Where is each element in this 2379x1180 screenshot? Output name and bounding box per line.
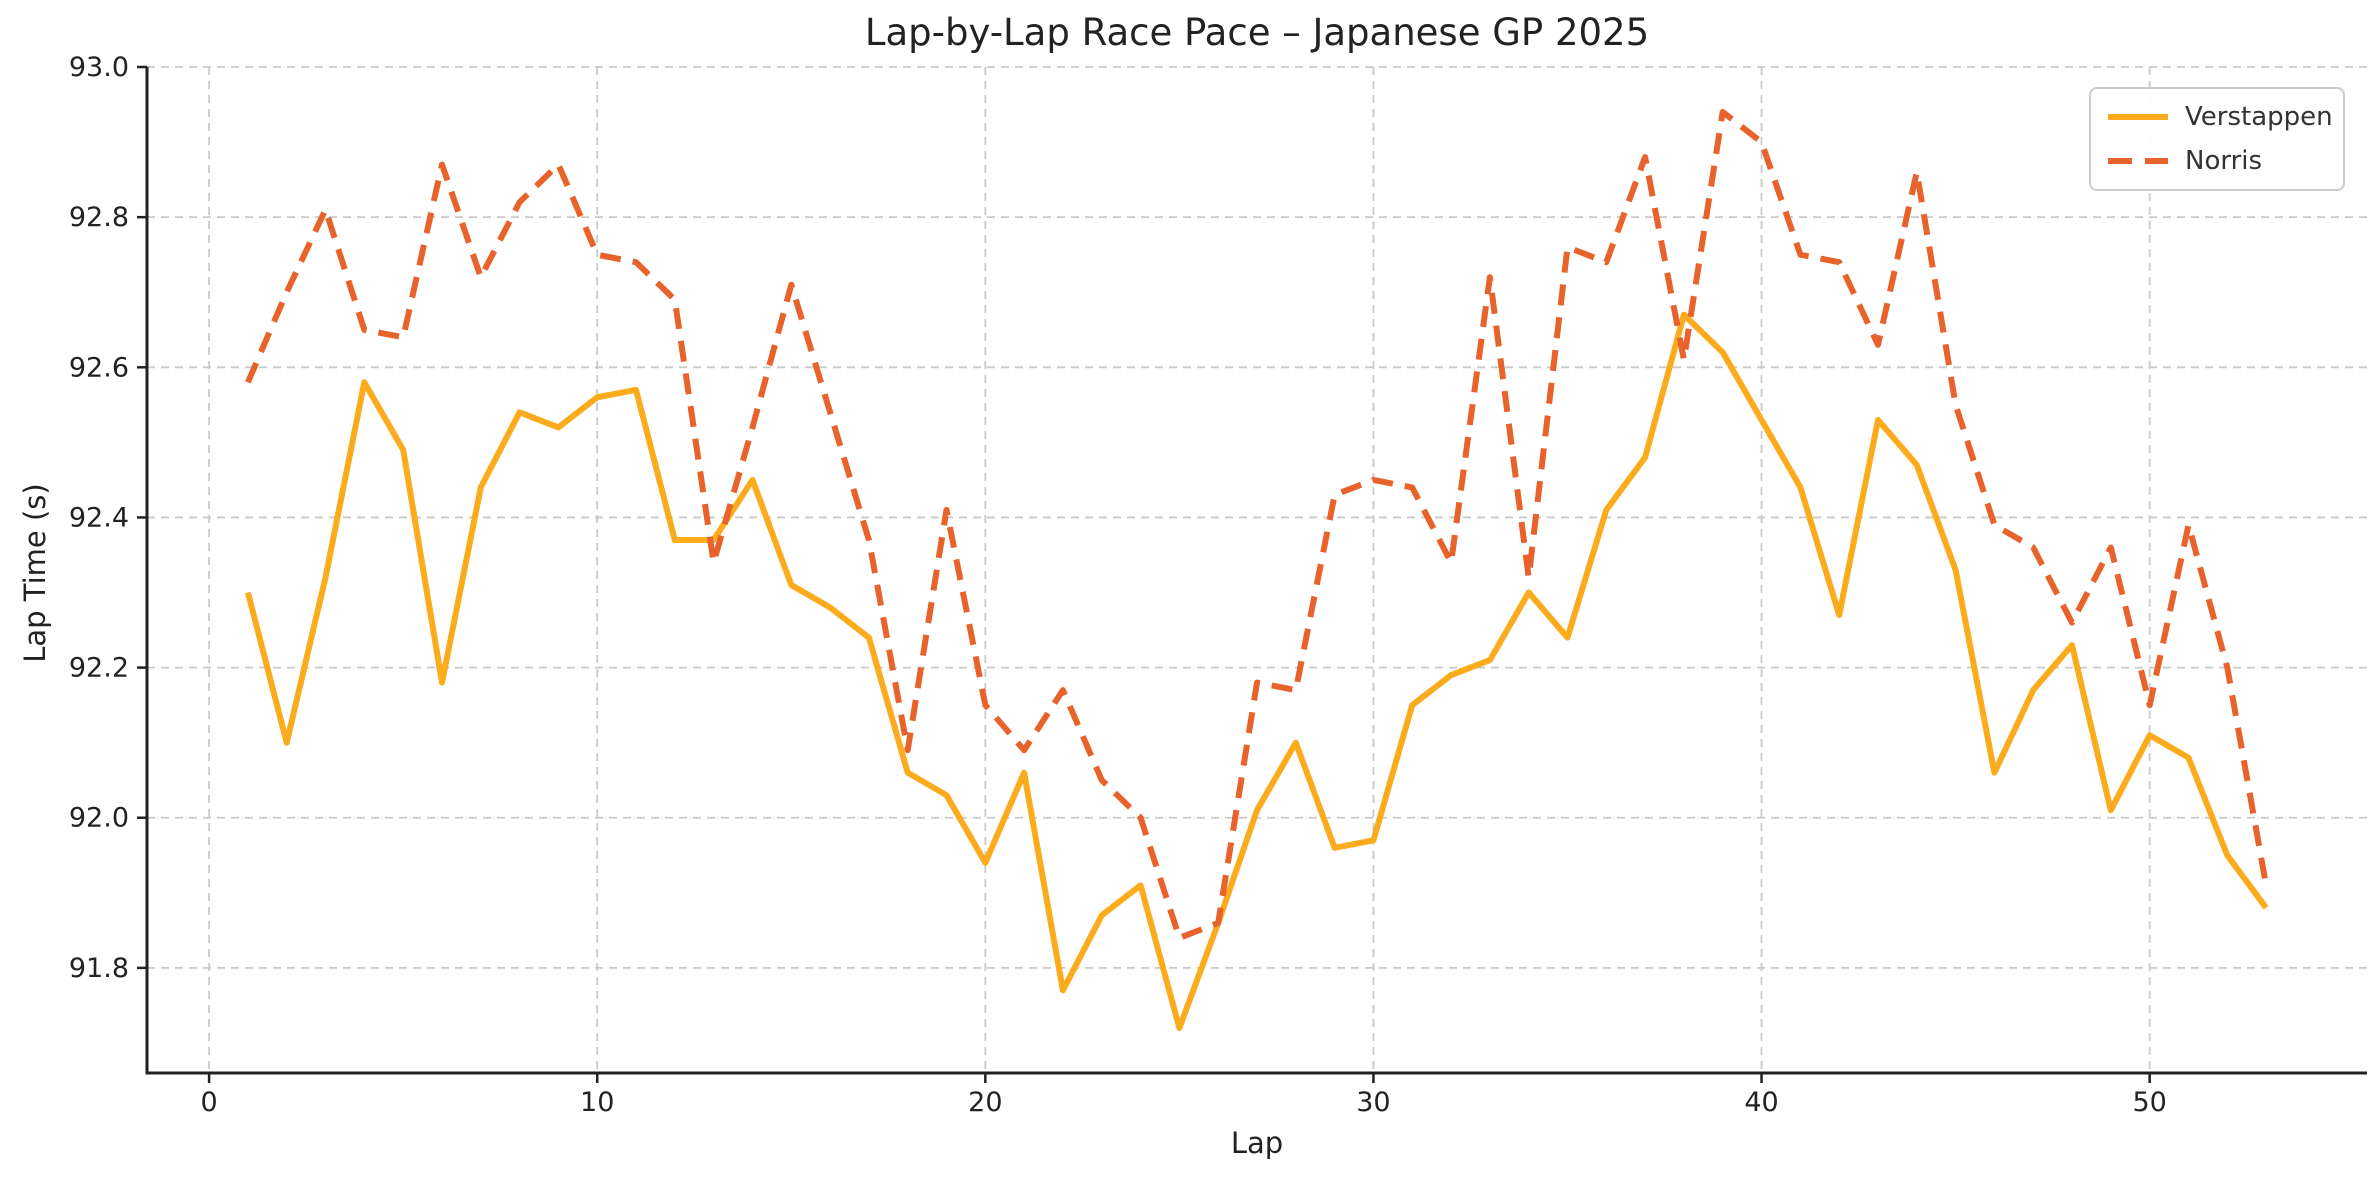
x-tick-label: 40 — [1744, 1087, 1778, 1118]
chart-title: Lap-by-Lap Race Pace – Japanese GP 2025 — [864, 11, 1650, 54]
x-axis-label: Lap — [1230, 1126, 1284, 1160]
norris-line-sample — [2108, 158, 2168, 164]
legend-label-verstappen: Verstappen — [2185, 102, 2333, 132]
x-tick-label: 50 — [2132, 1087, 2166, 1118]
x-tick-label: 0 — [201, 1087, 218, 1118]
y-axis-label: Lap Time (s) — [18, 483, 52, 663]
x-tick-label: 10 — [580, 1087, 614, 1118]
y-tick-label: 92.4 — [69, 502, 129, 533]
y-tick-label: 92.6 — [69, 352, 129, 383]
y-tick-label: 92.8 — [69, 202, 129, 233]
legend-item-verstappen: Verstappen — [2107, 102, 2333, 132]
norris-line — [245, 109, 2270, 941]
y-tick-label: 91.8 — [69, 953, 129, 984]
verstappen-line-sample — [2108, 114, 2168, 120]
y-tick-label: 92.0 — [69, 803, 129, 834]
legend: Verstappen Norris — [2089, 87, 2345, 191]
y-tick-label: 92.2 — [69, 653, 129, 684]
legend-item-norris: Norris — [2107, 146, 2327, 176]
legend-label-norris: Norris — [2185, 146, 2263, 176]
verstappen-line — [244, 311, 2269, 1031]
y-tick-label: 93.0 — [69, 52, 129, 83]
x-tick-label: 30 — [1356, 1087, 1390, 1118]
x-tick-label: 20 — [968, 1087, 1002, 1118]
